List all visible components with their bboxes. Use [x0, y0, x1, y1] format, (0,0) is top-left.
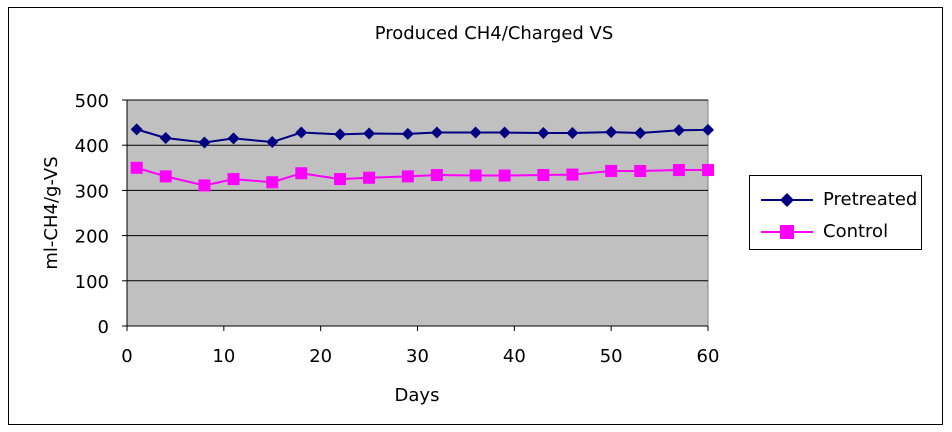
data-point-pretreated — [430, 126, 443, 139]
legend-marker-pretreated — [761, 193, 813, 207]
data-point-pretreated — [363, 127, 376, 140]
data-point-control — [363, 171, 376, 184]
data-point-control — [469, 169, 482, 182]
data-point-pretreated — [469, 126, 482, 139]
data-point-control — [266, 176, 279, 189]
data-point-control — [130, 161, 143, 174]
data-point-control — [634, 164, 647, 177]
x-tick-label: 20 — [309, 346, 332, 367]
data-point-control — [334, 173, 347, 186]
y-tick-label: 200 — [75, 227, 109, 248]
x-tick-label: 0 — [121, 346, 132, 367]
data-point-pretreated — [537, 126, 550, 139]
data-point-pretreated — [566, 126, 579, 139]
legend: Pretreated Control — [749, 175, 922, 250]
y-tick-label: 100 — [75, 272, 109, 293]
x-axis-label: Days — [395, 385, 440, 406]
y-axis-label: ml-CH4/g-VS — [41, 156, 62, 269]
x-tick-label: 30 — [406, 346, 429, 367]
legend-label-control: Control — [823, 221, 889, 242]
data-point-pretreated — [159, 131, 172, 144]
data-point-pretreated — [672, 124, 685, 137]
x-tick-label: 10 — [212, 346, 235, 367]
chart-title: Produced CH4/Charged VS — [375, 23, 614, 44]
data-point-control — [672, 164, 685, 177]
data-point-control — [159, 170, 172, 183]
data-point-pretreated — [498, 126, 511, 139]
x-tick-label: 50 — [600, 346, 623, 367]
data-point-control — [227, 173, 240, 186]
y-tick-label: 500 — [75, 91, 109, 112]
chart-frame: Produced CH4/Charged VS 0 100 200 300 400 500… — [8, 7, 943, 425]
data-point-control — [295, 167, 308, 180]
data-point-control — [430, 169, 443, 182]
data-point-control — [537, 169, 550, 182]
legend-item-pretreated: Pretreated — [750, 185, 921, 215]
data-point-pretreated — [266, 136, 279, 149]
data-point-control — [605, 164, 618, 177]
data-point-pretreated — [198, 136, 211, 149]
chart-canvas: Produced CH4/Charged VS 0100200300400500… — [41, 23, 720, 406]
y-tick-label: 400 — [75, 136, 109, 157]
series-layer — [130, 123, 714, 192]
legend-item-control: Control — [750, 217, 921, 247]
legend-marker-control — [761, 225, 813, 239]
y-tick-label: 300 — [75, 181, 109, 202]
data-point-pretreated — [702, 123, 714, 136]
data-point-pretreated — [295, 126, 308, 139]
data-point-control — [198, 179, 211, 192]
axes: 0 100 200 300 400 500 0 10 20 30 40 50 60 — [75, 91, 720, 367]
x-tick-label: 40 — [503, 346, 526, 367]
gridlines — [127, 99, 708, 282]
y-tick-label: 0 — [98, 317, 109, 338]
x-tick-label: 60 — [697, 346, 720, 367]
data-point-pretreated — [227, 132, 240, 145]
data-point-control — [702, 164, 714, 177]
data-point-pretreated — [130, 123, 143, 136]
legend-label-pretreated: Pretreated — [823, 189, 918, 210]
data-point-control — [498, 169, 511, 182]
data-point-control — [401, 170, 414, 183]
data-point-control — [566, 168, 579, 181]
data-point-pretreated — [634, 126, 647, 139]
data-point-pretreated — [334, 128, 347, 141]
